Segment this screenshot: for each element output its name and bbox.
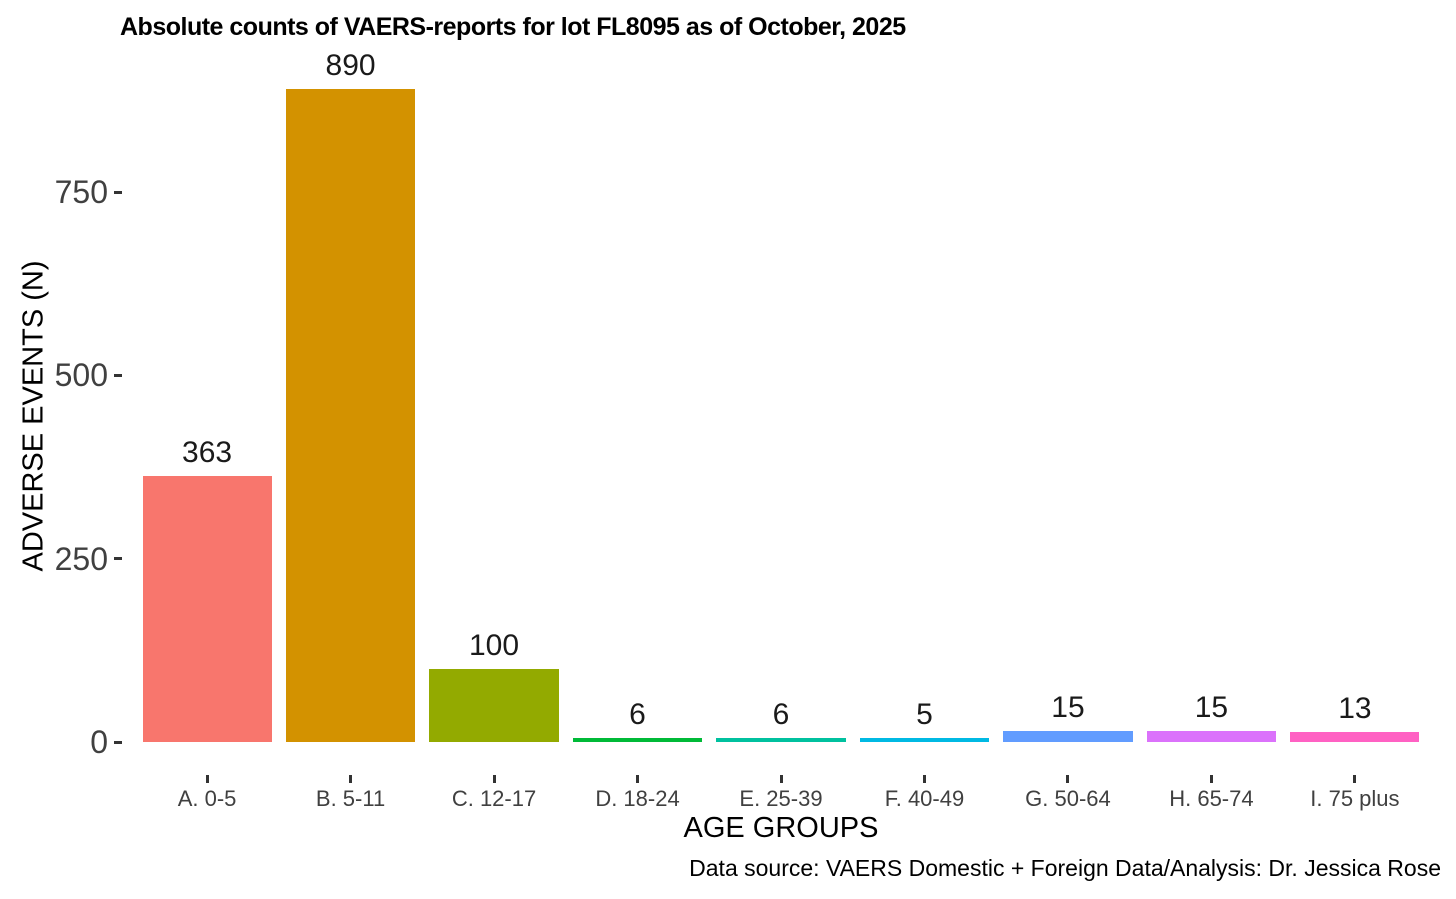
caption: Data source: VAERS Domestic + Foreign Da…	[689, 855, 1441, 881]
bar	[142, 475, 272, 742]
bar-value-label: 100	[469, 628, 520, 662]
x-tick-label: C. 12-17	[451, 786, 537, 811]
x-tick-mark	[349, 775, 353, 783]
y-tick-label: 250	[54, 540, 108, 577]
bar-value-label: 15	[1051, 691, 1085, 724]
y-tick-label: 750	[54, 174, 108, 210]
x-tick-mark	[1353, 775, 1357, 783]
bar	[716, 737, 846, 742]
y-tick-label: 500	[54, 357, 108, 394]
bar-value-label: 13	[1338, 692, 1372, 726]
bar-value-label: 6	[772, 697, 790, 731]
x-tick-label: A. 0-5	[177, 786, 237, 811]
bar	[572, 737, 703, 742]
y-tick-mark	[114, 190, 122, 194]
y-tick-mark	[114, 740, 122, 744]
bar	[1290, 732, 1420, 742]
x-tick-label: E. 25-39	[739, 786, 823, 811]
bar-value-label: 15	[1194, 691, 1229, 724]
x-tick-label: F. 40-49	[884, 786, 965, 811]
bar-value-label: 363	[182, 435, 233, 469]
y-tick-mark	[114, 373, 122, 377]
x-tick-mark	[205, 775, 209, 783]
x-tick-label: G. 50-64	[1025, 786, 1111, 811]
x-tick-label: B. 5-11	[315, 786, 386, 811]
x-tick-label: D. 18-24	[595, 786, 680, 811]
x-tick-mark	[922, 775, 926, 783]
x-tick-mark	[636, 775, 640, 783]
chart-title: Absolute counts of VAERS-reports for lot…	[120, 13, 906, 41]
bar	[1003, 731, 1133, 742]
x-tick-mark	[1066, 775, 1070, 783]
bar	[1146, 731, 1276, 742]
bar	[286, 89, 416, 742]
bar	[429, 668, 559, 742]
y-tick-mark	[114, 557, 122, 561]
x-tick-label: I. 75 plus	[1310, 786, 1400, 811]
x-tick-mark	[1209, 775, 1213, 783]
bar-value-label: 6	[629, 697, 646, 731]
y-tick-label: 0	[90, 724, 108, 760]
x-axis-title: AGE GROUPS	[683, 812, 879, 844]
x-tick-mark	[492, 775, 496, 783]
bar-value-label: 890	[325, 49, 376, 83]
bar	[859, 738, 990, 742]
y-axis-title: ADVERSE EVENTS (N)	[17, 260, 50, 572]
bar-value-label: 5	[916, 698, 933, 732]
x-tick-label: H. 65-74	[1169, 786, 1254, 811]
x-tick-mark	[779, 775, 783, 783]
